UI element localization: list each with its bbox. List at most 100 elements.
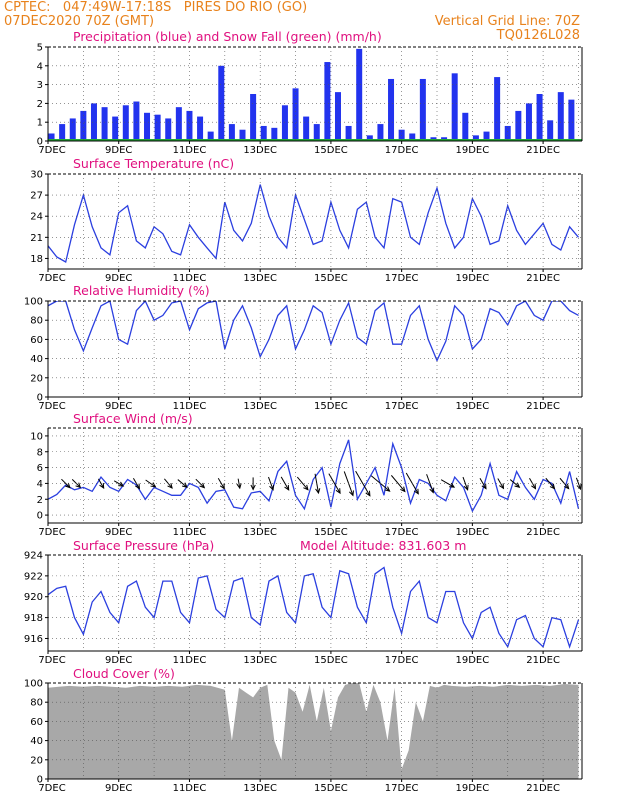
precip-bar (292, 88, 299, 141)
precip-bar (281, 105, 288, 141)
y-tick-label: 922 (24, 571, 43, 582)
y-tick-label: 1 (37, 118, 43, 129)
x-tick-label: 9DEC (105, 655, 132, 666)
wind-arrow-head (429, 487, 435, 494)
precip-bar (112, 116, 119, 141)
precip-bar (144, 112, 151, 141)
wind-arrow-head (199, 482, 206, 489)
wind-arrow-head (384, 486, 391, 492)
header-location: CPTEC: 047:49W-17:18S PIRES DO RIO (GO) (4, 0, 308, 15)
wind-arrow-shaft (390, 475, 406, 492)
precip-bar (154, 114, 161, 141)
wind-arrow-head (134, 483, 140, 490)
plot-area (48, 566, 580, 649)
wind-arrow-head (499, 483, 505, 490)
y-tick-label: 27 (30, 191, 43, 202)
precip-bar (228, 124, 235, 141)
y-tick-label: 40 (30, 736, 43, 747)
x-tick-label: 7DEC (38, 527, 65, 538)
plot-area (48, 301, 579, 363)
x-tick-label: 21DEC (526, 527, 560, 538)
model-altitude-label: Model Altitude: 831.603 m (300, 538, 466, 553)
x-tick-label: 17DEC (385, 527, 419, 538)
precip-bar (409, 133, 416, 141)
wind-arrow-head (563, 483, 570, 490)
plot-area (48, 184, 579, 263)
wind-arrow-head (531, 483, 537, 490)
y-tick-label: 924 (24, 551, 43, 562)
y-tick-label: 60 (30, 717, 43, 728)
precip-bar (568, 99, 575, 141)
x-tick-label: 15DEC (314, 401, 348, 412)
precip-bar (186, 110, 193, 141)
x-tick-label: 13DEC (243, 655, 277, 666)
plot-area (48, 48, 582, 141)
precip-bar (451, 73, 458, 141)
x-tick-label: 19DEC (456, 401, 490, 412)
y-tick-label: 916 (24, 634, 43, 645)
x-tick-label: 7DEC (38, 273, 65, 284)
wind-arrow-head (118, 481, 125, 487)
wind-arrow-head (315, 488, 321, 495)
x-tick-label: 9DEC (105, 401, 132, 412)
precip-bar (80, 110, 87, 141)
plot-area (48, 439, 582, 513)
y-tick-label: 80 (30, 316, 43, 327)
wind-arrow-shaft (575, 477, 581, 490)
x-tick-label: 21DEC (526, 401, 560, 412)
x-tick-label: 11DEC (173, 655, 207, 666)
x-tick-label: 17DEC (385, 655, 419, 666)
panel-title: Surface Temperature (nC) (73, 156, 234, 171)
precip-bar (324, 62, 331, 141)
y-tick-label: 2 (37, 99, 43, 110)
wind-arrow-shaft (355, 470, 371, 497)
panel-temp: Surface Temperature (nC) 18 21 24 27 30 7DEC 9D… (30, 156, 583, 284)
y-tick-label: 20 (30, 755, 43, 766)
x-tick-label: 21DEC (526, 145, 560, 156)
wind-arrow-shaft (97, 478, 105, 489)
x-tick-label: 13DEC (243, 273, 277, 284)
precip-bar (59, 124, 66, 141)
precip-bar (366, 135, 373, 141)
panel-cloud: Cloud Cover (%) 0 20 40 60 80 100 7DEC 9DEC 11DEC… (24, 666, 583, 794)
x-tick-label: 15DEC (314, 527, 348, 538)
y-tick-label: 60 (30, 335, 43, 346)
series-line-temp (48, 184, 579, 263)
panel-wind: Surface Wind (m/s) 0 2 4 6 8 10 7DEC 9DEC 11DEC 13… (30, 411, 583, 538)
wind-arrow-shaft (61, 478, 71, 489)
x-tick-label: 15DEC (314, 145, 348, 156)
precip-bar (504, 125, 511, 141)
wind-arrow-head (481, 483, 487, 490)
x-tick-label: 15DEC (314, 783, 348, 794)
precip-bar (419, 78, 426, 141)
y-tick-label: 40 (30, 354, 43, 365)
wind-arrow-shaft (237, 478, 241, 489)
wind-arrow-head (284, 484, 290, 491)
wind-arrow-head (576, 484, 582, 491)
x-tick-label: 7DEC (38, 655, 65, 666)
y-tick-label: 0 (37, 393, 43, 404)
x-tick-label: 15DEC (314, 273, 348, 284)
header-model-id: TQ0126L028 (496, 28, 580, 43)
precip-bar (250, 94, 257, 141)
wind-arrow-head (349, 490, 354, 497)
precip-bar (101, 107, 108, 141)
y-tick-label: 0 (37, 511, 43, 522)
y-tick-label: 20 (30, 373, 43, 384)
y-tick-label: 918 (24, 613, 43, 624)
x-tick-label: 11DEC (173, 783, 207, 794)
x-tick-label: 13DEC (243, 527, 277, 538)
x-tick-label: 13DEC (243, 783, 277, 794)
x-tick-label: 17DEC (385, 783, 419, 794)
wind-arrow-shaft (545, 477, 555, 489)
panel-rh: Relative Humidity (%) 0 20 40 60 80 100 7DEC 9DE… (24, 283, 583, 412)
wind-arrow-head (250, 484, 256, 491)
x-tick-label: 21DEC (526, 783, 560, 794)
panel-title: Precipitation (blue) and Snow Fall (gree… (73, 29, 382, 44)
precip-bar (303, 116, 310, 141)
series-line-pres (48, 566, 580, 649)
precip-bar (175, 107, 182, 141)
series-line-wind (48, 439, 580, 513)
precip-bar (271, 127, 278, 141)
precip-bar (239, 129, 246, 141)
